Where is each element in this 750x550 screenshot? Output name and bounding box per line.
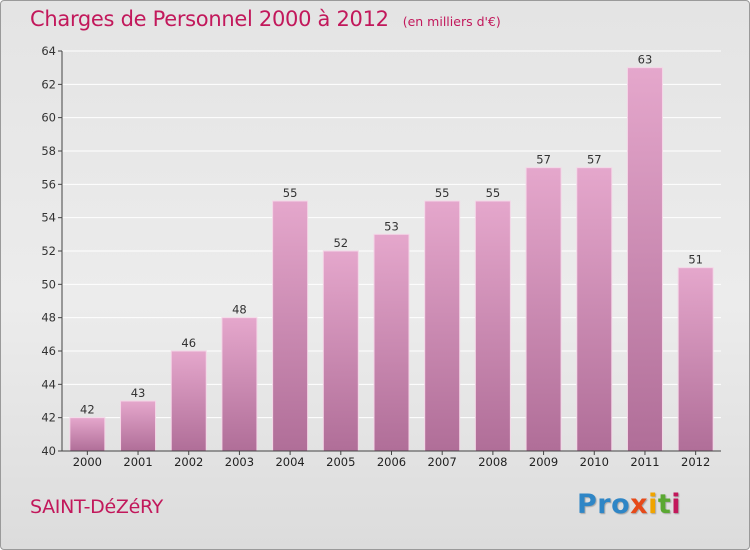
- bar: [677, 267, 714, 452]
- bar: [626, 67, 663, 452]
- logo-part: x: [630, 489, 649, 520]
- bar-value-label: 55: [486, 186, 501, 200]
- bar-value-label: 42: [80, 403, 95, 417]
- bar-value-label: 55: [283, 186, 298, 200]
- logo-part: t: [657, 489, 672, 520]
- bar-value-label: 57: [587, 153, 602, 167]
- x-tick-label: 2007: [428, 455, 457, 469]
- y-tick-label: 64: [41, 44, 56, 58]
- bar-value-label: 57: [536, 153, 551, 167]
- proxiti-logo[interactable]: Proxiti: [577, 489, 681, 520]
- y-tick-label: 46: [41, 344, 56, 358]
- y-tick-label: 42: [41, 411, 56, 425]
- x-tick-label: 2009: [529, 455, 558, 469]
- x-tick-label: 2011: [630, 455, 659, 469]
- commune-name: SAINT-DéZéRY: [30, 496, 163, 518]
- x-tick-label: 2001: [123, 455, 152, 469]
- y-tick-label: 62: [41, 77, 56, 91]
- y-tick-label: 40: [41, 444, 56, 458]
- y-tick-label: 58: [41, 144, 56, 158]
- y-tick-label: 44: [41, 377, 56, 391]
- y-tick-label: 54: [41, 211, 56, 225]
- bar-value-label: 46: [181, 336, 196, 350]
- chart-subtitle: (en milliers d'€): [402, 14, 501, 29]
- bar-value-label: 53: [384, 219, 399, 233]
- x-tick-label: 2004: [275, 455, 304, 469]
- y-tick-label: 50: [41, 277, 56, 291]
- x-tick-label: 2006: [377, 455, 406, 469]
- bar: [373, 233, 410, 452]
- chart-title: Charges de Personnel 2000 à 2012 (en mill…: [30, 7, 501, 31]
- bar: [221, 317, 258, 452]
- x-tick-label: 2002: [174, 455, 203, 469]
- bar: [474, 200, 511, 452]
- y-tick-label: 60: [41, 111, 56, 125]
- bar: [576, 167, 613, 452]
- x-tick-label: 2010: [580, 455, 609, 469]
- logo-part: i: [671, 489, 682, 520]
- x-tick-label: 2008: [478, 455, 507, 469]
- bar-value-label: 43: [131, 386, 146, 400]
- x-tick-label: 2000: [73, 455, 102, 469]
- bar: [272, 200, 309, 452]
- bar-value-label: 63: [638, 53, 653, 67]
- bar-value-label: 48: [232, 303, 247, 317]
- x-tick-label: 2005: [326, 455, 355, 469]
- logo-part: Pro: [577, 489, 631, 520]
- bar: [525, 167, 562, 452]
- bar-value-label: 51: [688, 253, 703, 267]
- x-tick-label: 2012: [681, 455, 710, 469]
- chart-title-text: Charges de Personnel 2000 à 2012: [30, 7, 389, 31]
- bar: [69, 417, 106, 452]
- y-tick-label: 56: [41, 177, 56, 191]
- y-tick-label: 52: [41, 244, 56, 258]
- logo-part: i: [648, 489, 658, 520]
- bar: [120, 400, 157, 452]
- bar-value-label: 52: [333, 236, 348, 250]
- bar-value-label: 55: [435, 186, 450, 200]
- bar: [170, 350, 207, 452]
- y-tick-label: 48: [41, 311, 56, 325]
- bar: [322, 250, 359, 452]
- x-tick-label: 2003: [225, 455, 254, 469]
- bar: [424, 200, 461, 452]
